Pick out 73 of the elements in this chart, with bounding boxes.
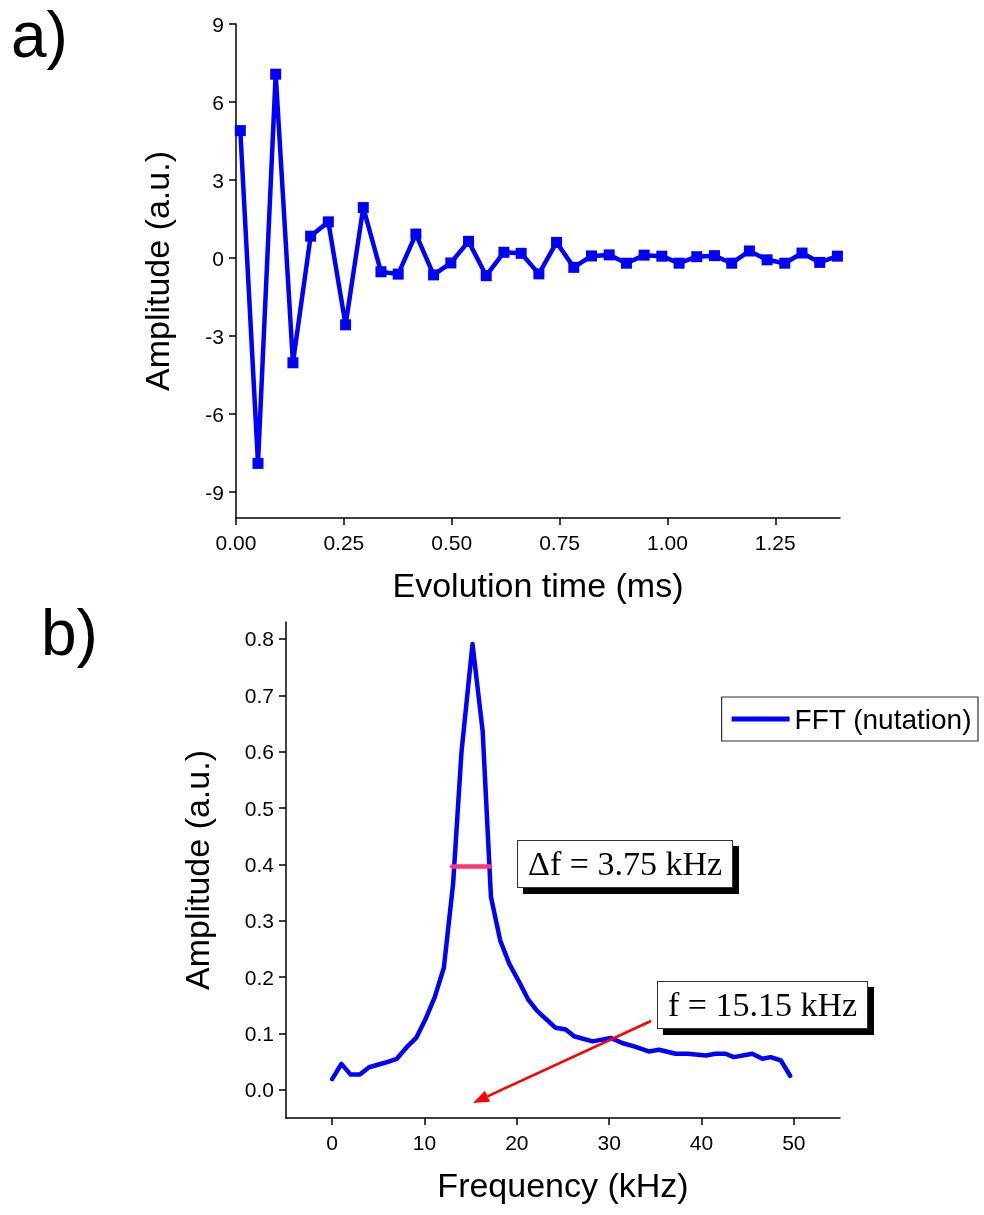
point [726, 257, 738, 269]
point [691, 251, 703, 263]
point [814, 256, 826, 268]
y-tick-label: 0.1 [244, 1021, 274, 1045]
x-tick-label: 10 [412, 1131, 437, 1154]
point [445, 257, 457, 269]
point [375, 266, 387, 278]
point [603, 249, 615, 261]
point [252, 457, 264, 469]
point [586, 250, 597, 262]
point [656, 250, 668, 262]
chart-title: a) [11, 0, 68, 71]
x-axis-title: Frequency (kHz) [437, 1166, 689, 1204]
point [340, 319, 352, 331]
y-tick-label: 0.7 [244, 683, 274, 707]
point [392, 268, 404, 280]
point [761, 254, 773, 266]
point [234, 125, 246, 137]
point [831, 250, 843, 262]
y-tick-label: 0.6 [244, 740, 274, 764]
line-series [329, 641, 793, 1082]
point [779, 257, 791, 269]
y-tick-label: 3 [212, 168, 224, 192]
y-tick-label: 0.8 [244, 627, 274, 651]
point [463, 235, 475, 247]
y-tick-label: -6 [205, 402, 224, 426]
y-tick-label: -9 [205, 480, 224, 504]
point [533, 268, 545, 280]
legend-label: FFT (nutation) [794, 703, 972, 735]
y-tick-label: 9 [212, 12, 224, 36]
x-tick-label: 0.50 [431, 531, 473, 554]
y-tick-label: 0.0 [244, 1078, 274, 1102]
point [498, 246, 510, 258]
point [673, 257, 685, 269]
y-tick-label: 0 [212, 246, 224, 270]
x-tick-label: 0.75 [539, 531, 581, 554]
y-axis-title: Amplitude (a.u.) [178, 750, 216, 990]
point [410, 228, 422, 240]
point [270, 68, 282, 80]
point [568, 261, 580, 273]
point [428, 269, 440, 281]
y-tick-label: 0.5 [244, 796, 274, 820]
point [708, 250, 720, 262]
x-tick-label: 30 [597, 1131, 621, 1154]
y-axis-title: Amplitude (a.u.) [138, 151, 176, 391]
x-tick-label: 40 [689, 1131, 714, 1154]
point [796, 247, 808, 259]
y-tick-label: 0.2 [244, 965, 274, 989]
point [480, 270, 492, 282]
y-tick-label: 6 [212, 90, 224, 114]
x-tick-label: 50 [782, 1131, 806, 1154]
x-tick-label: 0.25 [323, 531, 365, 554]
point [551, 236, 563, 248]
x-tick-label: 0 [326, 1131, 339, 1154]
point [743, 245, 755, 257]
x-tick-label: 1.00 [646, 531, 688, 554]
y-tick-label: 0.3 [244, 909, 274, 933]
y-tick-label: -3 [205, 324, 224, 348]
annotation: f = 15.15 kHz [657, 981, 869, 1029]
point [287, 357, 299, 369]
point [322, 216, 334, 228]
point [305, 230, 317, 242]
y-tick-label: 0.4 [244, 852, 275, 876]
x-tick-label: 1.25 [754, 531, 796, 554]
x-tick-label: 20 [505, 1131, 529, 1154]
chart-title: b) [41, 597, 98, 669]
point [638, 249, 650, 261]
point [357, 202, 369, 214]
x-axis-title: Evolution time (ms) [392, 566, 684, 604]
point [620, 257, 632, 269]
point [515, 247, 527, 259]
annotation: Δf = 3.75 kHz [517, 839, 734, 888]
x-tick-label: 0.00 [215, 531, 257, 554]
